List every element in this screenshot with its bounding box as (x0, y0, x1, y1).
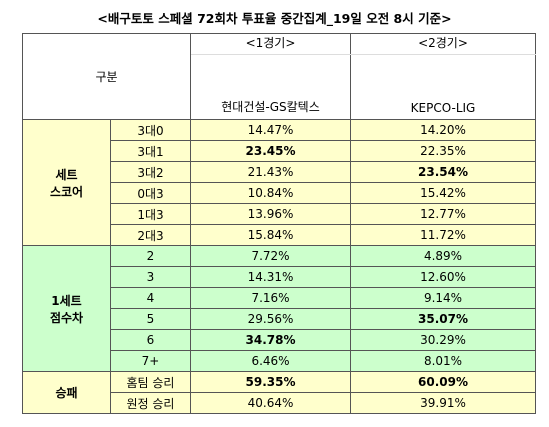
value-cell: 7.72% (190, 245, 351, 267)
value-cell: 14.31% (190, 266, 351, 288)
game-header: <1경기> (190, 33, 351, 55)
value-cell: 7.16% (190, 287, 351, 309)
value-cell: 10.84% (190, 182, 351, 204)
value-cell: 60.09% (350, 371, 536, 393)
value-cell: 30.29% (350, 329, 536, 351)
row-label: 3대2 (110, 161, 191, 183)
team-header: KEPCO-LIG (350, 54, 536, 120)
corner-cell: 구분 (22, 33, 191, 120)
group-label: 세트 (55, 167, 78, 182)
value-cell: 9.14% (350, 287, 536, 309)
row-label: 1대3 (110, 203, 191, 225)
value-cell: 59.35% (190, 371, 351, 393)
data-row: 5 29.56% 35.07% (22, 308, 536, 330)
value-cell: 14.47% (190, 119, 351, 141)
data-row: 승패 홈팀 승리 59.35% 60.09% (22, 371, 536, 414)
value-cell: 21.43% (190, 161, 351, 183)
value-cell: 14.20% (350, 119, 536, 141)
value-cell: 34.78% (190, 329, 351, 351)
team-row: 현대건설-GS칼텍스 KEPCO-LIG (23, 54, 536, 120)
corner-label: 구분 (95, 70, 118, 84)
data-row: 4 7.16% 9.14% (22, 287, 536, 309)
value-cell: 35.07% (350, 308, 536, 330)
data-row: 2대3 15.84% 11.72% (22, 224, 536, 246)
value-cell: 15.42% (350, 182, 536, 204)
row-label: 3대1 (110, 140, 191, 162)
data-row: 6 34.78% 30.29% (22, 329, 536, 351)
title: <배구토토 스페셜 72회차 투표율 중간집계_19일 오전 8시 기준> (97, 11, 452, 26)
group-label: 점수차 (49, 310, 84, 325)
data-row: 7+ 6.46% 8.01% (22, 350, 536, 372)
value-cell: 29.56% (190, 308, 351, 330)
data-row: 3 14.31% 12.60% (22, 266, 536, 288)
value-cell: 8.01% (350, 350, 536, 372)
row-label: 홈팀 승리 (110, 371, 191, 393)
data-row: 1세트 점수차 2 7.72% 4.89% (22, 245, 536, 372)
row-label: 2 (110, 245, 191, 267)
row-label: 7+ (110, 350, 191, 372)
value-cell: 12.60% (350, 266, 536, 288)
team-header: 현대건설-GS칼텍스 (190, 54, 351, 120)
row-label: 0대3 (110, 182, 191, 204)
data-row: 3대1 23.45% 22.35% (22, 140, 536, 162)
group-label: 승패 (55, 386, 78, 400)
row-label: 5 (110, 308, 191, 330)
group-label: 1세트 (51, 293, 82, 308)
value-cell: 39.91% (350, 392, 536, 414)
group-label: 스코어 (49, 184, 84, 199)
data-row: 원정 승리 40.64% 39.91% (22, 392, 536, 414)
group-cell: 승패 (22, 371, 111, 414)
row-label: 6 (110, 329, 191, 351)
value-cell: 13.96% (190, 203, 351, 225)
game-header: <2경기> (350, 33, 536, 55)
value-cell: 40.64% (190, 392, 351, 414)
row-label: 4 (110, 287, 191, 309)
data-row: 3대2 21.43% 23.54% (22, 161, 536, 183)
value-cell: 22.35% (350, 140, 536, 162)
row-label: 원정 승리 (110, 392, 191, 414)
data-row: 세트 스코어 3대0 14.47% 14.20% (22, 119, 536, 246)
value-cell: 15.84% (190, 224, 351, 246)
value-cell: 23.45% (190, 140, 351, 162)
header-row: 구분 <1경기> <2경기> (22, 33, 536, 120)
value-cell: 4.89% (350, 245, 536, 267)
data-row: 1대3 13.96% 12.77% (22, 203, 536, 225)
row-label: 3 (110, 266, 191, 288)
row-label: 2대3 (110, 224, 191, 246)
value-cell: 11.72% (350, 224, 536, 246)
row-label: 3대0 (110, 119, 191, 141)
value-cell: 12.77% (350, 203, 536, 225)
value-cell: 6.46% (190, 350, 351, 372)
value-cell: 23.54% (350, 161, 536, 183)
